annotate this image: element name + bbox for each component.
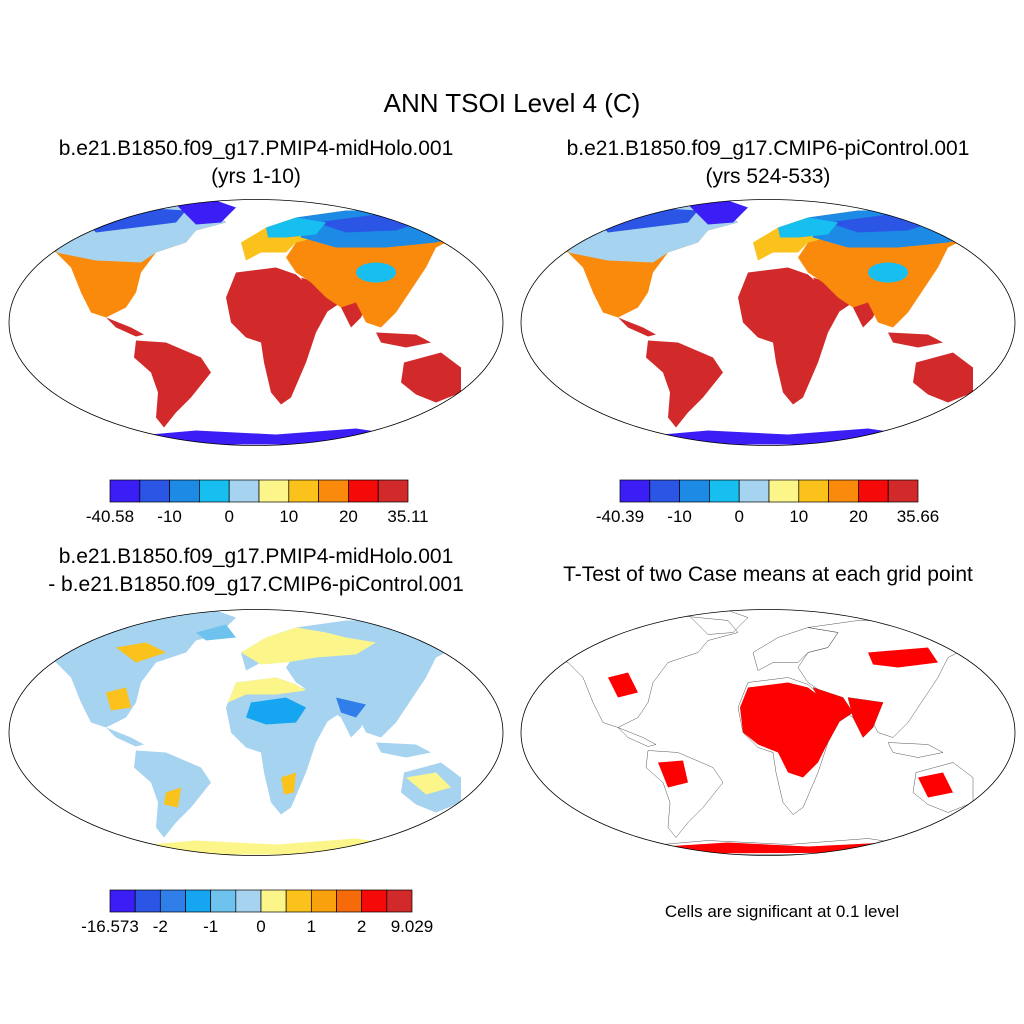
colorbar-tick-label: 35.66 (897, 507, 940, 526)
colorbar-case2: -40.39 -10 0 10 20 35.66 (596, 479, 939, 526)
colorbar-box (709, 479, 740, 503)
colorbar-tick-label: 0 (256, 917, 265, 936)
globe-outline (8, 199, 504, 446)
figure-title: ANN TSOI Level 4 (C) (383, 88, 641, 118)
land-difference-positive (106, 627, 451, 855)
panel-title-case1-line1: b.e21.B1850.f09_g17.PMIP4-midHolo.001 (58, 137, 454, 160)
colorbar-box (159, 889, 186, 913)
map-case2 (520, 199, 1016, 446)
significant-cells (608, 647, 953, 854)
globe-outline (520, 609, 1016, 856)
colorbar-tick-label: -40.58 (86, 507, 134, 526)
colorbar-tick-label: 0 (224, 507, 233, 526)
colorbar-tick-label: 1 (307, 917, 316, 936)
colorbar-tick-label: -10 (157, 507, 182, 526)
colorbar-box (649, 479, 680, 503)
colorbar-box (828, 479, 859, 503)
colorbar-labels: -40.39 -10 0 10 20 35.66 (596, 507, 939, 526)
colorbar-tick-label: 10 (279, 507, 298, 526)
colorbar-box (139, 479, 170, 503)
colorbar-labels: -16.573 -2 -1 0 1 2 9.029 (81, 917, 433, 936)
colorbar-box (288, 479, 319, 503)
colorbar-tick-label: 35.11 (387, 507, 428, 526)
colorbar-tick-label: -2 (153, 917, 168, 936)
colorbar-box (361, 889, 388, 913)
colorbar-boxes (109, 479, 409, 503)
panel-title-case2: b.e21.B1850.f09_g17.CMIP6-piControl.001 … (512, 135, 1024, 191)
colorbar-box (310, 889, 337, 913)
colorbar-box (109, 479, 141, 503)
panel-title-ttest: T-Test of two Case means at each grid po… (563, 563, 973, 586)
colorbar-box (285, 889, 312, 913)
colorbar-tick-label: 0 (734, 507, 743, 526)
colorbar-tick-label: 20 (849, 507, 868, 526)
colorbar-labels: -40.58 -10 0 10 20 35.11 (86, 507, 429, 526)
colorbar-tick-label: 20 (339, 507, 358, 526)
colorbar-box (134, 889, 161, 913)
colorbar-box (199, 479, 230, 503)
colorbar-box (798, 479, 829, 503)
colorbar-box (679, 479, 710, 503)
colorbar-box (185, 889, 212, 913)
colorbar-box (738, 479, 770, 503)
land-difference-base (41, 610, 461, 838)
panel-title-case2-line2: (yrs 524-533) (705, 165, 831, 188)
colorbar-box (377, 479, 409, 503)
colorbar-difference: -16.573 -2 -1 0 1 2 9.029 (81, 889, 433, 936)
panel-title-difference-line1: b.e21.B1850.f09_g17.PMIP4-midHolo.001 (58, 545, 454, 568)
colorbar-boxes (619, 479, 919, 503)
colorbar-case1: -40.58 -10 0 10 20 35.11 (86, 479, 429, 526)
colorbar-tick-label: 2 (357, 917, 366, 936)
globe-outline (520, 199, 1016, 446)
map-difference (8, 609, 504, 856)
colorbar-tick-label: 9.029 (391, 917, 434, 936)
colorbar-box (887, 479, 919, 503)
colorbar-box (228, 479, 260, 503)
map-ttest (520, 609, 1016, 856)
colorbar-tick-label: 10 (789, 507, 808, 526)
map-case1 (8, 199, 504, 446)
colorbar-box (336, 889, 363, 913)
colorbar-tick-label: -40.39 (596, 507, 644, 526)
colorbar-tick-label: -16.573 (81, 917, 139, 936)
colorbar-box (169, 479, 200, 503)
colorbar-box (619, 479, 651, 503)
colorbar-box (258, 479, 290, 503)
colorbar-tick-label: -1 (203, 917, 218, 936)
colorbar-box (260, 889, 287, 913)
panel-title-difference: b.e21.B1850.f09_g17.PMIP4-midHolo.001 - … (0, 543, 512, 599)
colorbar-box (210, 889, 237, 913)
colorbar-box (318, 479, 349, 503)
colorbar-box (348, 479, 379, 503)
land-difference-negative (196, 624, 366, 725)
panel-title-case1: b.e21.B1850.f09_g17.PMIP4-midHolo.001 (y… (0, 135, 512, 191)
colorbar-box (109, 889, 136, 913)
significance-note: Cells are significant at 0.1 level (664, 902, 900, 921)
colorbar-box (768, 479, 800, 503)
colorbar-box (235, 889, 262, 913)
panel-title-case1-line2: (yrs 1-10) (211, 165, 301, 188)
colorbar-box (858, 479, 889, 503)
colorbar-tick-label: -10 (667, 507, 692, 526)
colorbar-box (386, 889, 413, 913)
globe-outline (8, 609, 504, 856)
panel-title-difference-line2: - b.e21.B1850.f09_g17.CMIP6-piControl.00… (48, 573, 464, 596)
panel-title-case2-line1: b.e21.B1850.f09_g17.CMIP6-piControl.001 (566, 137, 970, 160)
colorbar-boxes (109, 889, 413, 913)
